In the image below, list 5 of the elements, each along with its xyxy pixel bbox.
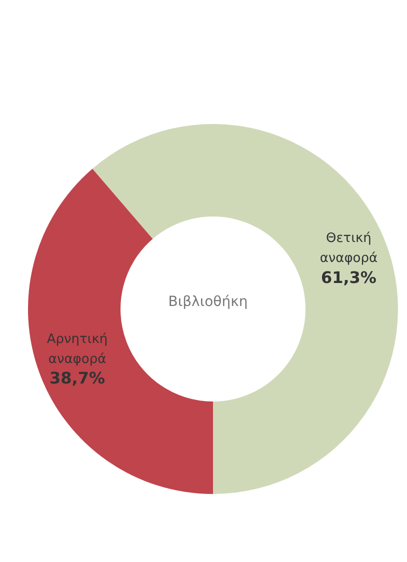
data-label: 38,7% xyxy=(50,368,106,388)
text: Βιβλιοθήκη xyxy=(167,294,249,310)
slice-label: Αρνητική αναφορά xyxy=(46,332,108,367)
data-label: 61,3% xyxy=(320,268,376,288)
slice-label: Θετική αναφορά xyxy=(320,231,378,266)
